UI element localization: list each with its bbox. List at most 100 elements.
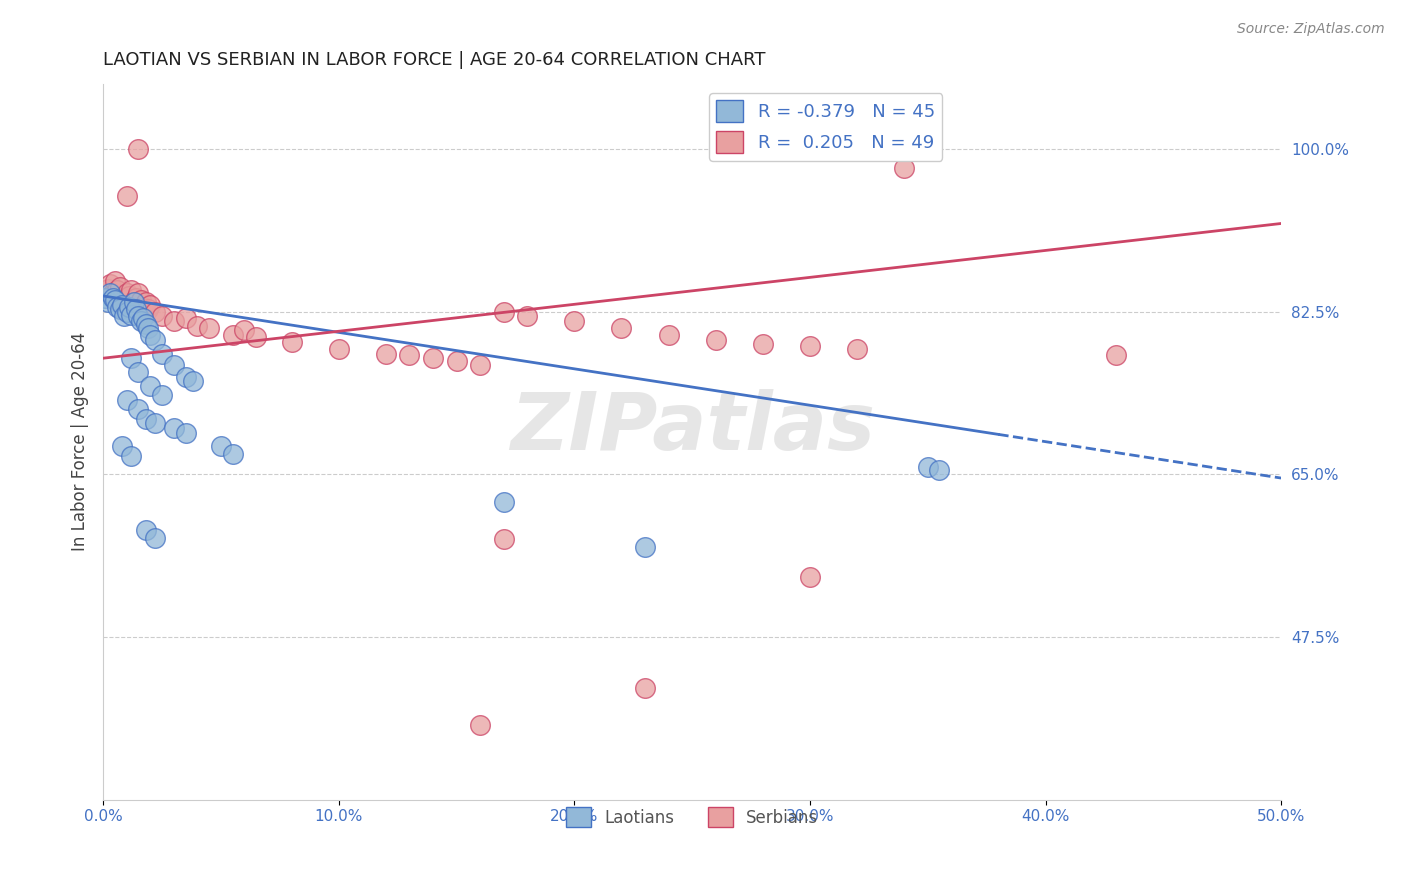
Point — [104, 293, 127, 307]
Point — [111, 291, 134, 305]
Point — [136, 301, 159, 316]
Point — [122, 295, 145, 310]
Point — [108, 279, 131, 293]
Point — [127, 365, 149, 379]
Point — [280, 335, 302, 350]
Point — [468, 718, 491, 732]
Point — [468, 358, 491, 372]
Point — [136, 320, 159, 334]
Point — [97, 281, 120, 295]
Point — [893, 161, 915, 175]
Point — [139, 379, 162, 393]
Point — [143, 416, 166, 430]
Point — [186, 318, 208, 333]
Point — [97, 295, 120, 310]
Point — [704, 333, 727, 347]
Point — [108, 301, 131, 316]
Point — [328, 342, 350, 356]
Point — [101, 291, 124, 305]
Point — [846, 342, 869, 356]
Point — [132, 311, 155, 326]
Text: LAOTIAN VS SERBIAN IN LABOR FORCE | AGE 20-64 CORRELATION CHART: LAOTIAN VS SERBIAN IN LABOR FORCE | AGE … — [103, 51, 766, 69]
Point — [105, 300, 128, 314]
Point — [115, 286, 138, 301]
Point — [112, 293, 135, 307]
Point — [222, 447, 245, 461]
Point — [98, 277, 121, 291]
Point — [127, 310, 149, 324]
Point — [120, 351, 142, 366]
Point — [129, 293, 152, 307]
Point — [245, 330, 267, 344]
Point — [516, 310, 538, 324]
Point — [492, 304, 515, 318]
Point — [111, 440, 134, 454]
Point — [122, 295, 145, 310]
Point — [209, 440, 232, 454]
Point — [610, 320, 633, 334]
Point — [129, 314, 152, 328]
Point — [181, 375, 204, 389]
Point — [163, 421, 186, 435]
Point — [174, 369, 197, 384]
Point — [111, 298, 134, 312]
Point — [799, 569, 821, 583]
Point — [105, 284, 128, 298]
Point — [135, 411, 157, 425]
Point — [127, 402, 149, 417]
Point — [125, 301, 148, 316]
Point — [104, 274, 127, 288]
Point — [143, 304, 166, 318]
Legend: Laotians, Serbians: Laotians, Serbians — [560, 800, 825, 834]
Point — [120, 449, 142, 463]
Point — [101, 286, 124, 301]
Point — [120, 284, 142, 298]
Point — [928, 463, 950, 477]
Point — [562, 314, 585, 328]
Point — [94, 291, 117, 305]
Point — [1105, 348, 1128, 362]
Point — [120, 308, 142, 322]
Point — [163, 358, 186, 372]
Point — [135, 295, 157, 310]
Point — [127, 142, 149, 156]
Point — [115, 392, 138, 407]
Point — [446, 354, 468, 368]
Point — [233, 323, 256, 337]
Point — [112, 310, 135, 324]
Point — [150, 346, 173, 360]
Point — [422, 351, 444, 366]
Point — [115, 304, 138, 318]
Text: Source: ZipAtlas.com: Source: ZipAtlas.com — [1237, 22, 1385, 37]
Point — [198, 320, 221, 334]
Point — [127, 286, 149, 301]
Point — [752, 337, 775, 351]
Text: ZIPatlas: ZIPatlas — [509, 389, 875, 467]
Point — [658, 328, 681, 343]
Point — [118, 300, 141, 314]
Point — [398, 348, 420, 362]
Point — [634, 540, 657, 554]
Point — [492, 533, 515, 547]
Point — [135, 523, 157, 537]
Point — [98, 286, 121, 301]
Point — [492, 495, 515, 509]
Point — [139, 298, 162, 312]
Point — [150, 388, 173, 402]
Point — [163, 314, 186, 328]
Point — [174, 425, 197, 440]
Point — [125, 291, 148, 305]
Point — [135, 317, 157, 331]
Point — [150, 310, 173, 324]
Point — [634, 681, 657, 695]
Point — [118, 289, 141, 303]
Point — [917, 459, 939, 474]
Point — [222, 328, 245, 343]
Point — [799, 339, 821, 353]
Point — [174, 311, 197, 326]
Point — [132, 300, 155, 314]
Y-axis label: In Labor Force | Age 20-64: In Labor Force | Age 20-64 — [72, 332, 89, 551]
Point — [143, 531, 166, 545]
Point — [139, 328, 162, 343]
Point — [374, 346, 396, 360]
